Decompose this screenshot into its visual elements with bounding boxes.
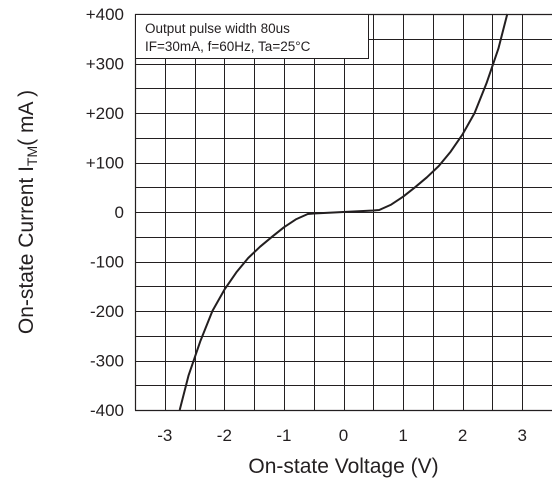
- y-tick-label: +300: [86, 55, 124, 74]
- y-axis-label-subscript: TM: [24, 146, 40, 166]
- y-tick-label: +100: [86, 154, 124, 173]
- y-tick-label: -400: [90, 401, 124, 420]
- annotation-line-1: Output pulse width 80us: [145, 21, 290, 36]
- x-tick-label: -2: [217, 426, 232, 445]
- y-tick-label: -300: [90, 352, 124, 371]
- y-tick-label: 0: [115, 203, 124, 222]
- y-axis-label: On-state Current ITM( mA ): [15, 90, 40, 334]
- x-tick-label: -3: [157, 426, 172, 445]
- y-tick-label: +200: [86, 104, 124, 123]
- annotation-box: Output pulse width 80us IF=30mA, f=60Hz,…: [135, 14, 369, 59]
- y-tick-label: +400: [86, 5, 124, 24]
- y-axis-label-main: On-state Current I: [15, 166, 38, 334]
- x-tick-label: 2: [458, 426, 467, 445]
- x-tick-label: 1: [398, 426, 407, 445]
- annotation-line-2: IF=30mA, f=60Hz, Ta=25°C: [145, 39, 311, 54]
- x-tick-label: 0: [339, 426, 348, 445]
- x-axis-label: On-state Voltage (V): [248, 455, 438, 478]
- x-tick-label: -1: [276, 426, 291, 445]
- y-axis-label-unit: ( mA ): [15, 90, 38, 146]
- grid: [135, 14, 552, 410]
- series-line: [178, 13, 509, 411]
- x-tick-label: 3: [517, 426, 526, 445]
- y-tick-label: -100: [90, 253, 124, 272]
- x-tick-labels: -3 -2 -1 0 1 2 3: [157, 426, 527, 445]
- series-layer: [178, 13, 509, 411]
- y-tick-labels: +400 +300 +200 +100 0 -100 -200 -300 -400: [86, 5, 124, 420]
- y-tick-label: -200: [90, 302, 124, 321]
